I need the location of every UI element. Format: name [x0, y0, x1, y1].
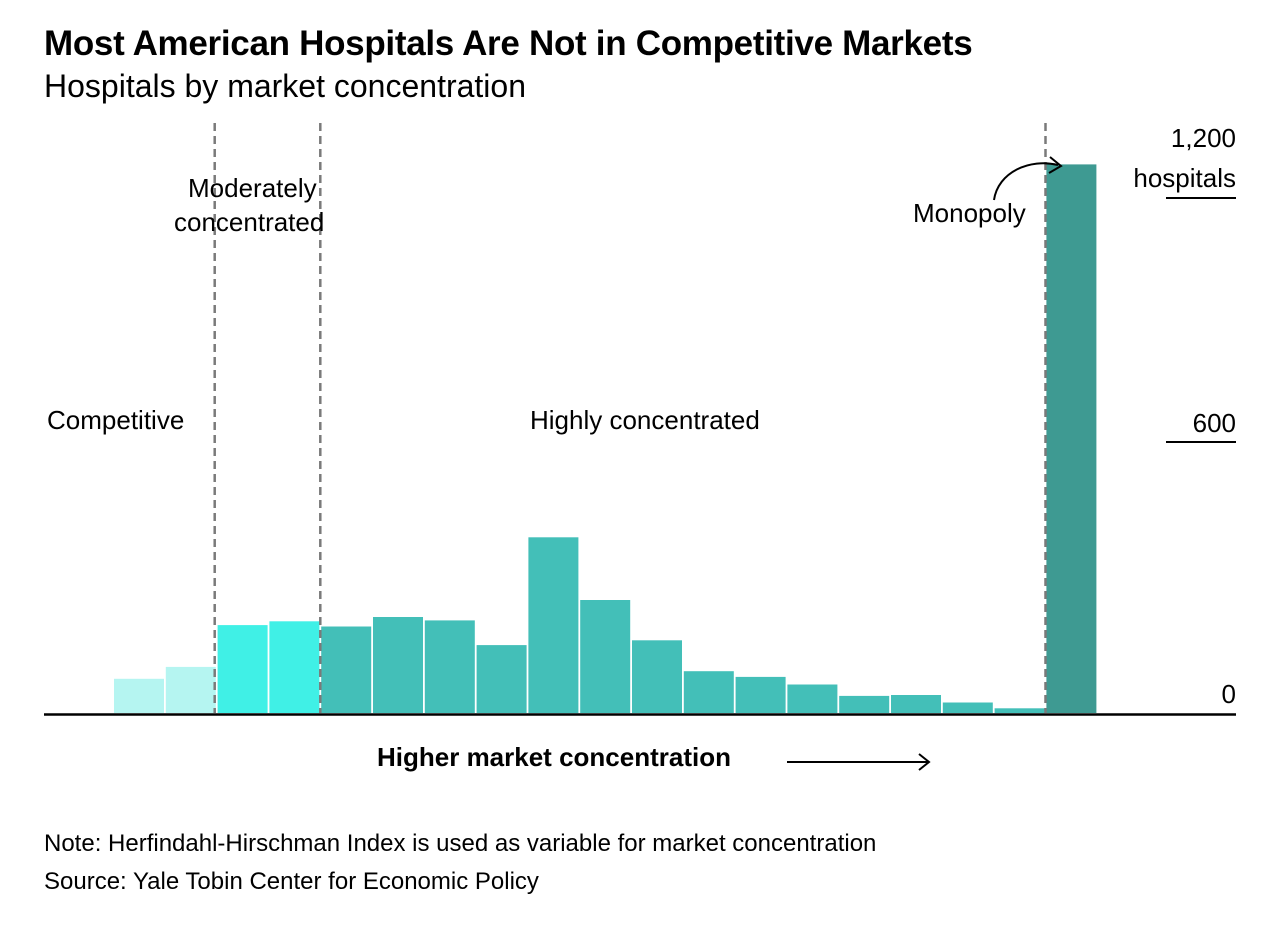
region-label-competitive: Competitive [47, 405, 185, 435]
y-unit-label: hospitals [1133, 163, 1236, 193]
bar-19 [1046, 164, 1097, 713]
bar-3 [217, 625, 268, 713]
bar-17 [942, 702, 993, 713]
monopoly-arrow-head [1048, 156, 1063, 174]
x-axis-label: Higher market concentration [377, 742, 731, 772]
bar-1 [114, 678, 164, 713]
y-tick-label-1200: 1,200 [1171, 123, 1236, 153]
bar-6 [373, 617, 423, 713]
bar-8 [476, 645, 527, 713]
chart-subtitle: Hospitals by market concentration [44, 68, 526, 104]
monopoly-arrow [993, 162, 1059, 201]
bars-group [114, 164, 1097, 714]
chart-title: Most American Hospitals Are Not in Compe… [44, 24, 973, 63]
bar-10 [580, 600, 631, 713]
source-note: Source: Yale Tobin Center for Economic P… [44, 868, 539, 895]
region-label-monopoly: Monopoly [913, 198, 1026, 228]
region-label-moderate-line1: Moderately [188, 173, 317, 203]
bar-18 [994, 708, 1045, 714]
bar-11 [632, 640, 682, 713]
bar-16 [891, 695, 941, 713]
bar-9 [528, 537, 579, 714]
y-tick-label-600: 600 [1193, 408, 1236, 438]
bar-5 [321, 626, 372, 713]
bar-12 [683, 671, 734, 713]
region-dividers [213, 123, 1047, 713]
y-axis-ticks: 0 600 1,200 hospitals [1133, 123, 1236, 709]
bar-14 [787, 684, 838, 713]
bar-7 [424, 620, 475, 713]
region-label-moderate-line2: concentrated [174, 207, 325, 237]
footnote: Note: Herfindahl-Hirschman Index is used… [44, 830, 877, 857]
x-direction-arrow-head [918, 753, 931, 771]
bar-2 [165, 666, 216, 713]
bar-15 [839, 695, 890, 713]
bar-4 [269, 621, 320, 713]
bar-13 [735, 676, 786, 713]
y-tick-label-0: 0 [1222, 679, 1236, 709]
region-label-high: Highly concentrated [530, 405, 760, 435]
